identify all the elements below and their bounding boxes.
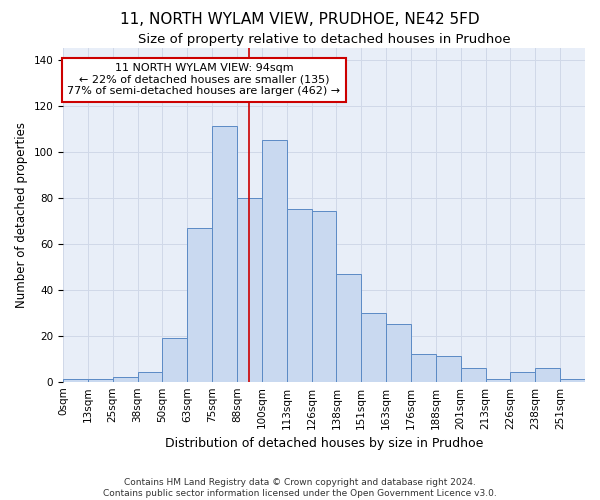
Bar [386,324,411,382]
Bar [511,372,535,382]
Text: 11 NORTH WYLAM VIEW: 94sqm
← 22% of detached houses are smaller (135)
77% of sem: 11 NORTH WYLAM VIEW: 94sqm ← 22% of deta… [67,63,341,96]
Bar [88,380,113,382]
Bar [287,209,311,382]
Bar [63,380,88,382]
X-axis label: Distribution of detached houses by size in Prudhoe: Distribution of detached houses by size … [165,437,483,450]
Bar [237,198,262,382]
Bar [137,372,163,382]
Bar [461,368,485,382]
Bar [187,228,212,382]
Title: Size of property relative to detached houses in Prudhoe: Size of property relative to detached ho… [138,32,511,46]
Bar [361,312,386,382]
Bar [535,368,560,382]
Bar [337,274,361,382]
Bar [411,354,436,382]
Text: 11, NORTH WYLAM VIEW, PRUDHOE, NE42 5FD: 11, NORTH WYLAM VIEW, PRUDHOE, NE42 5FD [120,12,480,28]
Bar [436,356,461,382]
Bar [311,212,337,382]
Bar [113,377,137,382]
Bar [485,380,511,382]
Bar [560,380,585,382]
Bar [262,140,287,382]
Y-axis label: Number of detached properties: Number of detached properties [15,122,28,308]
Text: Contains HM Land Registry data © Crown copyright and database right 2024.
Contai: Contains HM Land Registry data © Crown c… [103,478,497,498]
Bar [212,126,237,382]
Bar [163,338,187,382]
